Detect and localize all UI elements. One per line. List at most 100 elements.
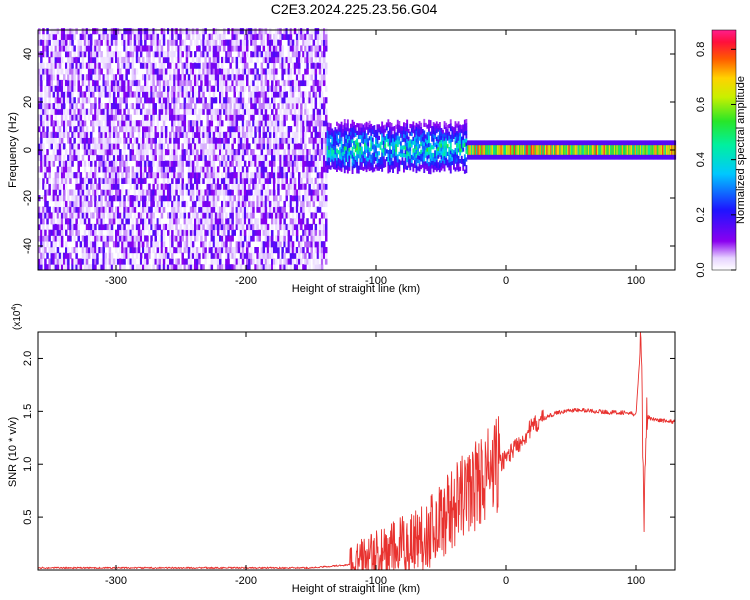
heatmap-cell (308, 189, 311, 196)
heatmap-cell (127, 154, 130, 161)
heatmap-cell (133, 28, 137, 35)
heatmap-cell (279, 166, 282, 173)
heatmap-cell (58, 195, 62, 202)
heatmap-cell (281, 74, 284, 81)
heatmap-cell (258, 206, 261, 213)
heatmap-cell (75, 126, 78, 133)
heatmap-cell (279, 143, 282, 150)
heatmap-cell (250, 177, 253, 184)
heatmap-cell (90, 195, 93, 202)
heatmap-cell (115, 229, 118, 236)
heatmap-cell (104, 120, 108, 127)
heatmap-cell (285, 229, 288, 236)
heatmap-cell (235, 241, 239, 248)
heatmap-cell (225, 103, 228, 110)
heatmap-cell (160, 114, 164, 121)
heatmap-cell (343, 169, 346, 174)
heatmap-cell (306, 247, 309, 254)
heatmap-cell (117, 258, 120, 265)
heatmap-cell (406, 127, 409, 132)
heatmap-cell (123, 160, 126, 167)
heatmap-cell (316, 120, 320, 127)
heatmap-cell (46, 108, 49, 115)
heatmap-cell (129, 195, 132, 202)
heatmap-cell (237, 126, 241, 133)
heatmap-cell (169, 103, 172, 110)
heatmap-cell (100, 247, 103, 254)
heatmap-cell (87, 45, 91, 52)
heatmap-cell (202, 212, 205, 219)
heatmap-cell (304, 137, 307, 144)
heatmap-cell (150, 200, 153, 208)
heatmap-cell (67, 108, 70, 115)
heatmap-cell (191, 131, 195, 138)
heatmap-cell (328, 149, 331, 154)
heatmap-cell (231, 154, 234, 161)
heatmap-cell (102, 74, 105, 81)
heatmap-cell (320, 39, 324, 46)
heatmap-cell (71, 33, 74, 40)
heatmap-cell (142, 172, 145, 179)
heatmap-cell (187, 212, 191, 219)
heatmap-cell (314, 143, 318, 150)
heatmap-cell (69, 62, 72, 69)
heatmap-cell (127, 223, 130, 231)
heatmap-cell (356, 142, 359, 147)
heatmap-cell (106, 183, 110, 190)
heatmap-cell (121, 154, 124, 161)
heatmap-cell (306, 68, 309, 75)
heatmap-cell (54, 56, 58, 64)
heatmap-cell (92, 79, 95, 87)
heatmap-cell (58, 62, 62, 69)
heatmap-cell (283, 137, 286, 144)
heatmap-cell (285, 189, 288, 196)
heatmap-cell (289, 206, 293, 213)
heatmap-cell (63, 206, 66, 213)
heatmap-cell (117, 252, 120, 259)
heatmap-cell (384, 151, 387, 156)
heatmap-cell (237, 149, 241, 156)
heatmap-cell (167, 252, 170, 259)
heatmap-cell (187, 126, 191, 133)
heatmap-cell (300, 218, 303, 225)
heatmap-cell (395, 143, 398, 149)
heatmap-cell (139, 195, 143, 202)
heatmap-cell (381, 152, 384, 157)
heatmap-cell (104, 114, 108, 121)
heatmap-cell (48, 62, 51, 69)
heatmap-cell (129, 126, 132, 133)
heatmap-cell (58, 258, 62, 265)
heatmap-cell (123, 62, 126, 69)
heatmap-cell (323, 252, 326, 259)
heatmap-cell (316, 45, 320, 52)
heatmap-cell (92, 137, 95, 144)
heatmap-cell (156, 143, 160, 150)
heatmap-cell (306, 114, 309, 121)
heatmap-cell (348, 143, 351, 148)
heatmap-cell (110, 28, 114, 35)
heatmap-cell (250, 160, 253, 167)
heatmap-cell (300, 103, 303, 110)
heatmap-cell (225, 68, 228, 75)
heatmap-cell (154, 28, 157, 35)
heatmap-cell (48, 68, 51, 75)
heatmap-cell (283, 114, 286, 121)
heatmap-cell (237, 79, 241, 87)
heatmap-cell (210, 143, 214, 150)
heatmap-cell (56, 74, 60, 81)
heatmap-cell (131, 247, 135, 254)
heatmap-cell (281, 154, 284, 161)
heatmap-cell (406, 123, 409, 128)
heatmap-cell (63, 97, 66, 104)
heatmap-cell (210, 68, 214, 75)
heatmap-cell (376, 162, 379, 167)
heatmap-cell (196, 97, 199, 104)
heatmap-cell (56, 51, 60, 58)
heatmap-cell (135, 143, 139, 150)
heatmap-cell (46, 62, 49, 69)
heatmap-cell (212, 247, 216, 254)
heatmap-cell (308, 114, 311, 121)
heatmap-cell (83, 28, 87, 35)
heatmap-cell (219, 149, 222, 156)
heatmap-cell (206, 85, 209, 92)
